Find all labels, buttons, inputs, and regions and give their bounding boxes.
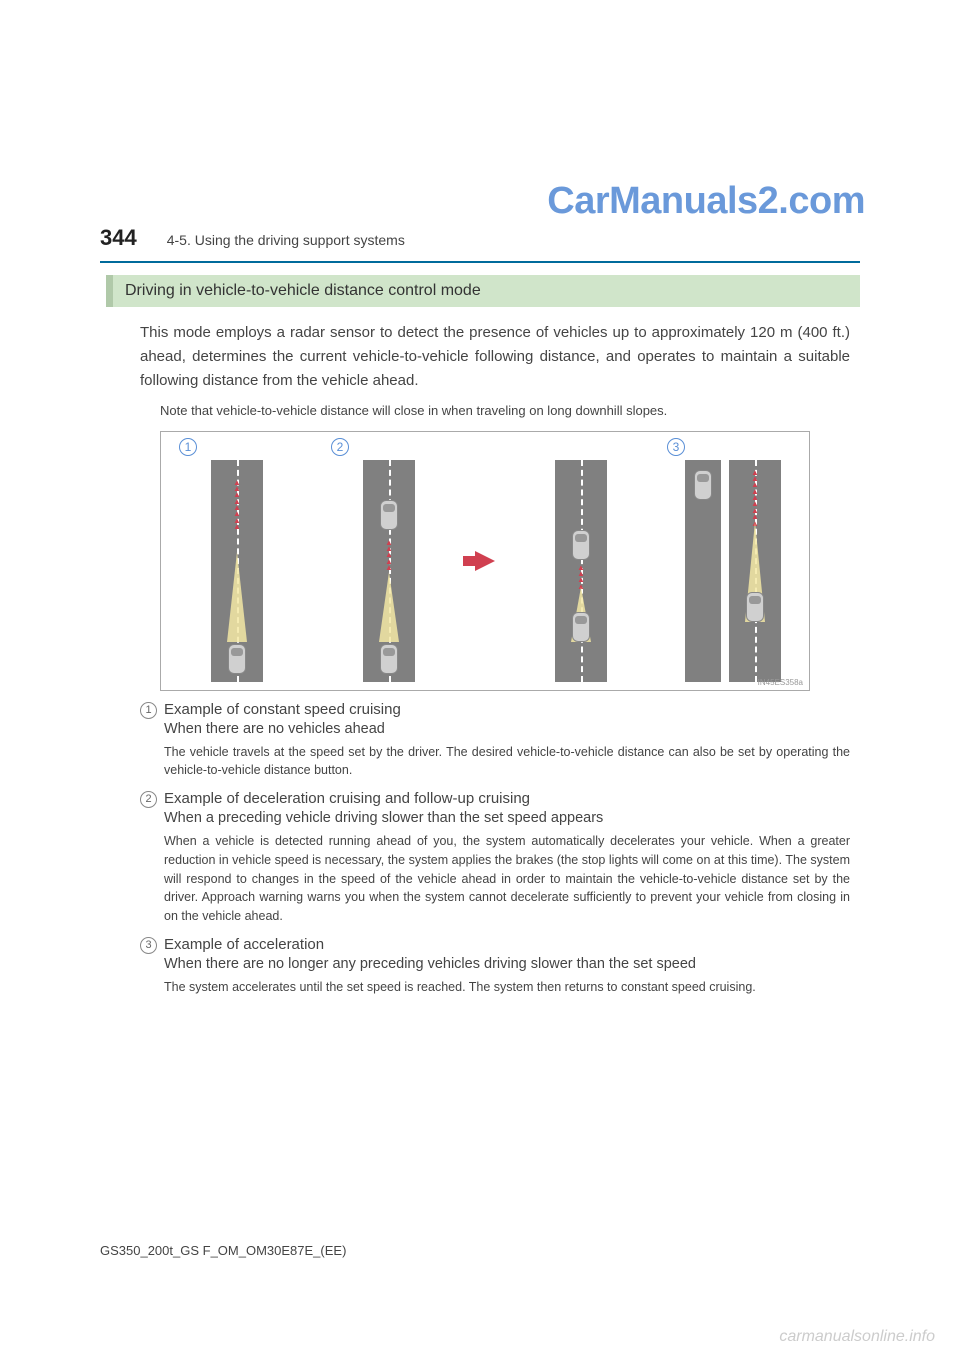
list-item: 3 Example of acceleration When there are…: [140, 936, 850, 997]
item-subtitle: When there are no vehicles ahead: [164, 721, 850, 737]
item-title: Example of deceleration cruising and fol…: [164, 790, 850, 807]
radar-beam-icon: [227, 552, 247, 642]
car-icon: [746, 592, 764, 622]
page-content: 344 4-5. Using the driving support syste…: [0, 0, 960, 997]
item-subtitle: When a preceding vehicle driving slower …: [164, 810, 850, 826]
car-icon: [572, 530, 590, 560]
diagram-group-2: 2 ▲▲▲▲▲: [313, 432, 465, 690]
road-lane-2a: ▲▲▲▲▲: [361, 460, 417, 682]
chevron-icon: ▲▲▲▲▲: [385, 540, 393, 572]
watermark-bottom: carmanualsonline.info: [779, 1328, 935, 1346]
diagram-callout-2: 2: [331, 438, 349, 456]
image-reference: IN45ES358a: [758, 678, 803, 687]
diagram-illustration: 1 ▲▲▲▲▲▲▲▲ 2 ▲▲▲▲▲: [160, 431, 810, 691]
chevron-icon: ▲▲▲▲▲▲▲▲▲: [751, 470, 759, 528]
item-title: Example of constant speed cruising: [164, 701, 850, 718]
item-detail: The system accelerates until the set spe…: [164, 978, 850, 997]
bar-heading: Driving in vehicle-to-vehicle distance c…: [106, 275, 860, 307]
arrow-right-icon: [475, 551, 495, 571]
diagram-callout-3: 3: [667, 438, 685, 456]
list-item: 2 Example of deceleration cruising and f…: [140, 790, 850, 926]
road-lane-3: ▲▲▲▲▲▲▲▲▲: [727, 460, 783, 682]
intro-paragraph: This mode employs a radar sensor to dete…: [140, 321, 850, 393]
watermark-top: CarManuals2.com: [547, 180, 865, 223]
car-icon: [228, 644, 246, 674]
item-title: Example of acceleration: [164, 936, 850, 953]
diagram-group-2b: ▲▲▲▲: [505, 432, 657, 690]
section-label: 4-5. Using the driving support systems: [167, 232, 405, 248]
chevron-icon: ▲▲▲▲▲▲▲▲: [233, 480, 241, 531]
radar-beam-icon: [379, 572, 399, 642]
page-number: 344: [100, 225, 137, 251]
item-subtitle: When there are no longer any preceding v…: [164, 956, 850, 972]
road-lane-1: ▲▲▲▲▲▲▲▲: [209, 460, 265, 682]
callout-number-2: 2: [140, 791, 157, 808]
callout-number-3: 3: [140, 937, 157, 954]
road-lane-3-exit: [683, 460, 723, 682]
divider-rule: [100, 261, 860, 263]
road-lane-2b: ▲▲▲▲: [553, 460, 609, 682]
car-icon: [380, 644, 398, 674]
diagram-group-1: 1 ▲▲▲▲▲▲▲▲: [161, 432, 313, 690]
callout-number-1: 1: [140, 702, 157, 719]
item-detail: When a vehicle is detected running ahead…: [164, 832, 850, 926]
intro-note: Note that vehicle-to-vehicle distance wi…: [160, 401, 850, 421]
car-icon: [380, 500, 398, 530]
header-row: 344 4-5. Using the driving support syste…: [100, 225, 860, 251]
car-icon: [572, 612, 590, 642]
arrow-gap: [465, 432, 505, 690]
diagram-group-3: 3 ▲▲▲▲▲▲▲▲▲: [657, 432, 809, 690]
footer-code: GS350_200t_GS F_OM_OM30E87E_(EE): [100, 1243, 346, 1258]
list-item: 1 Example of constant speed cruising Whe…: [140, 701, 850, 781]
car-icon: [694, 470, 712, 500]
diagram-callout-1: 1: [179, 438, 197, 456]
item-detail: The vehicle travels at the speed set by …: [164, 743, 850, 781]
